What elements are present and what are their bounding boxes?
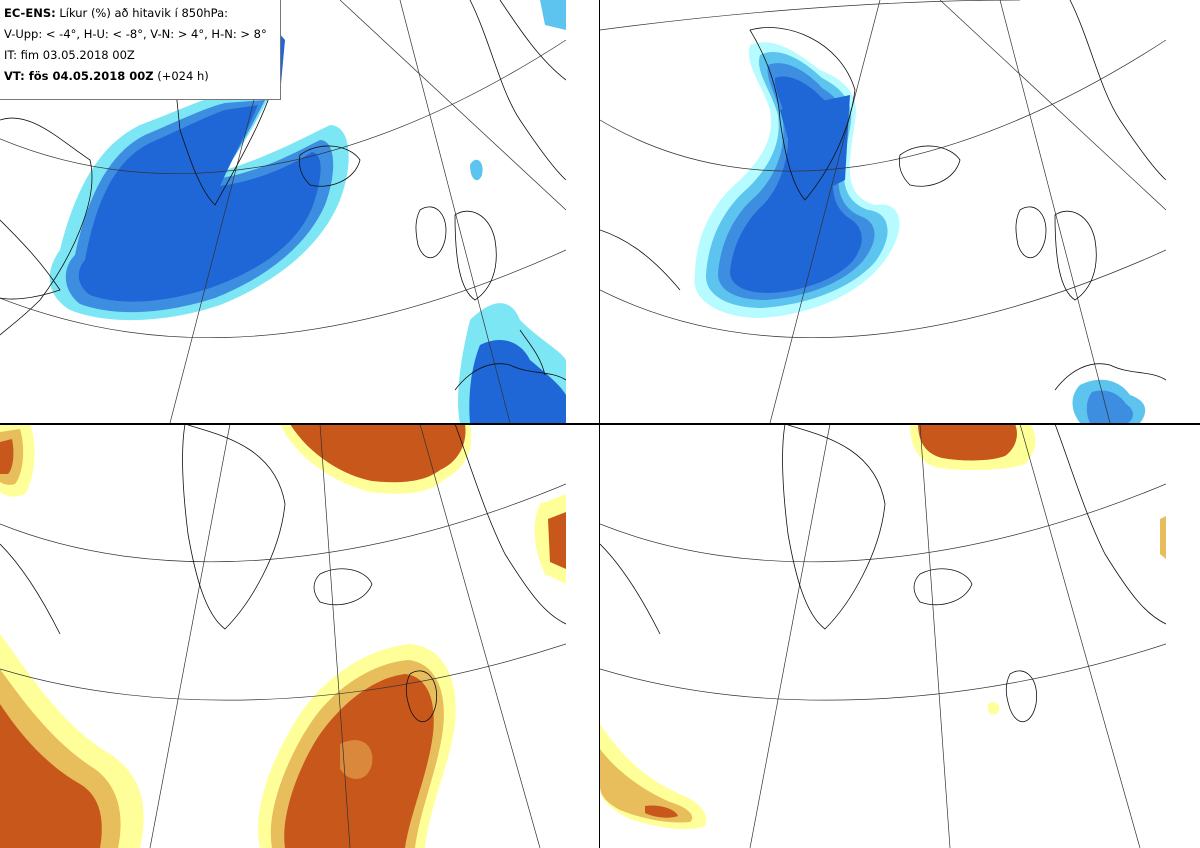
panel-divider-vertical	[599, 0, 600, 848]
map-panel-warm-plus4: 1009565355	[0, 424, 566, 848]
map-legend-info: EC-ENS: Líkur (%) að hitavik í 850hPa: V…	[0, 0, 281, 100]
map-panel-warm-plus8: 1009565355	[600, 424, 1166, 848]
coastlines	[0, 424, 566, 722]
map-cold-minus8	[600, 0, 1166, 423]
graticule	[600, 0, 1166, 423]
product-label: EC-ENS:	[4, 6, 56, 20]
map-warm-plus4	[0, 424, 566, 848]
panel-divider-horizontal	[0, 423, 1200, 425]
map-panel-cold-minus4: EC-ENS: Líkur (%) að hitavik í 850hPa: V…	[0, 0, 566, 423]
coastlines	[0, 0, 566, 391]
initial-time: IT: fim 03.05.2018 00Z	[4, 48, 135, 62]
probability-shading	[600, 424, 1166, 830]
graticule	[600, 424, 1166, 848]
probability-shading	[0, 424, 566, 848]
title-text: Líkur (%) að hitavik í 850hPa:	[59, 6, 229, 20]
probability-shading	[694, 42, 1146, 423]
map-warm-plus8	[600, 424, 1166, 848]
graticule	[0, 424, 566, 848]
map-panel-cold-minus8: 1009565355	[600, 0, 1166, 423]
lead-time: (+024 h)	[157, 69, 209, 83]
thresholds-text: V-Upp: < -4°, H-U: < -8°, V-N: > 4°, H-N…	[4, 27, 267, 41]
valid-time: VT: fös 04.05.2018 00Z	[4, 69, 154, 83]
coastlines	[600, 424, 1166, 722]
coastlines	[600, 0, 1166, 391]
